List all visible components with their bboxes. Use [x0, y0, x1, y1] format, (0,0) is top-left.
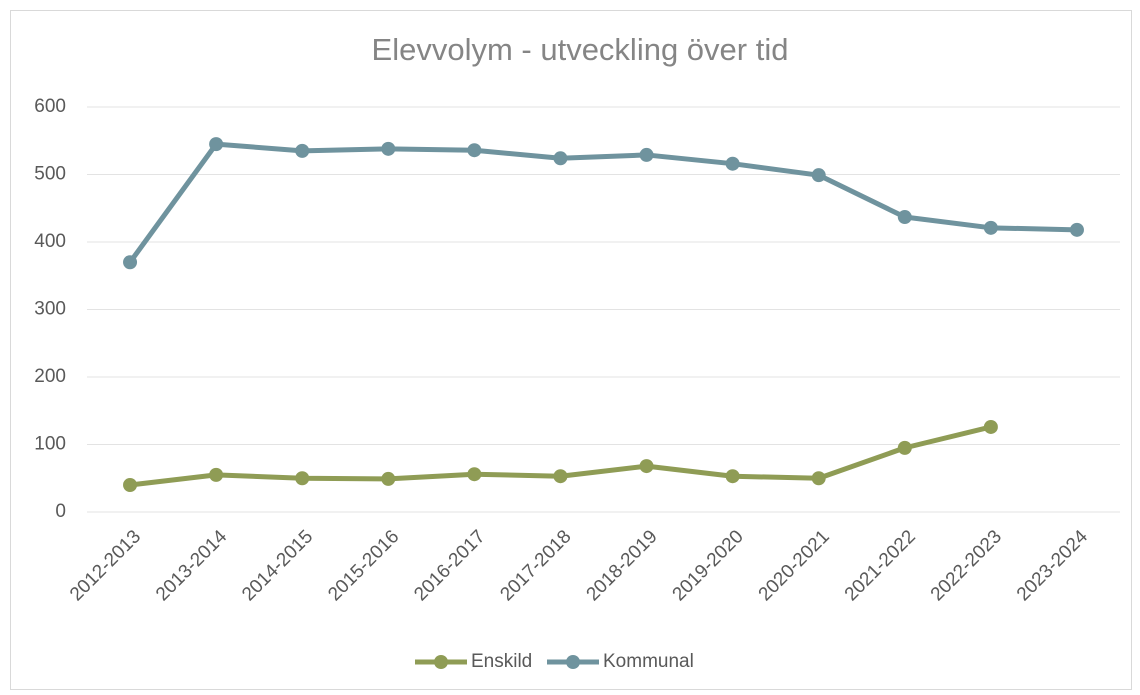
data-point — [983, 220, 998, 235]
data-point — [811, 471, 826, 486]
data-point — [295, 471, 310, 486]
data-point — [639, 459, 654, 474]
data-point — [553, 151, 568, 166]
chart-title: Elevvolym - utveckling över tid — [372, 32, 789, 67]
data-point — [1069, 222, 1084, 237]
chart-border — [10, 10, 1132, 690]
data-point — [467, 467, 482, 482]
data-point — [553, 469, 568, 484]
y-tick-label: 600 — [34, 96, 66, 117]
data-point — [725, 156, 740, 171]
series-line — [128, 141, 1078, 264]
y-tick-label: 400 — [34, 231, 66, 252]
legend-marker — [434, 655, 448, 669]
y-tick-label: 300 — [34, 299, 66, 320]
data-point — [295, 143, 310, 158]
y-tick-label: 500 — [34, 164, 66, 185]
data-point — [381, 141, 396, 156]
data-point — [467, 143, 482, 158]
data-point — [209, 137, 224, 152]
data-point — [123, 478, 138, 492]
y-tick-label: 200 — [34, 366, 66, 387]
y-tick-label: 0 — [55, 501, 66, 522]
data-point — [123, 255, 138, 270]
y-tick-label: 100 — [34, 434, 66, 455]
data-point — [381, 471, 396, 486]
legend-label: Kommunal — [603, 651, 694, 672]
legend-marker — [566, 655, 580, 669]
data-point — [983, 419, 998, 434]
data-point — [209, 467, 224, 482]
data-point — [897, 440, 912, 455]
data-point — [811, 168, 826, 183]
data-point — [639, 147, 654, 162]
data-point — [897, 210, 912, 225]
legend-label: Enskild — [471, 651, 532, 672]
data-point — [725, 469, 740, 484]
